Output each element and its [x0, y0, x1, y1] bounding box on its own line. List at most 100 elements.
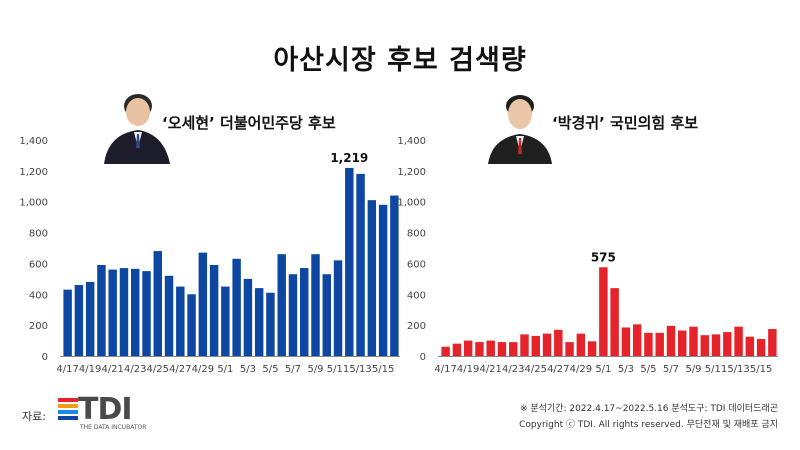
y-tick-label: 1,000: [397, 198, 426, 209]
bar: [187, 294, 196, 356]
peak-data-label: 575: [591, 250, 616, 264]
y-tick-label: 600: [407, 259, 426, 270]
bar: [74, 285, 84, 356]
bar: [97, 264, 106, 356]
candidate-label-left: ‘오세현’ 더불어민주당 후보: [162, 114, 336, 132]
bar: [378, 204, 388, 356]
bar: [254, 288, 264, 356]
bar: [142, 271, 151, 356]
y-tick-label: 600: [29, 259, 48, 270]
bar: [554, 329, 563, 356]
bar: [209, 264, 219, 356]
x-tick-label: 5/7: [663, 364, 679, 375]
bar: [542, 333, 552, 356]
bar: [745, 336, 755, 356]
candidate-photo-right: [488, 88, 552, 164]
bar: [243, 278, 253, 356]
x-tick-label: 4/29: [192, 364, 214, 375]
y-tick-label: 400: [29, 290, 48, 301]
bar: [232, 258, 241, 356]
x-tick-label: 4/19: [79, 364, 101, 375]
bar: [119, 268, 129, 356]
bar: [621, 327, 631, 356]
y-tick-label: 200: [29, 321, 48, 332]
bar: [367, 200, 377, 356]
tdi-logo: TDI THE DATA INCUBATOR: [58, 392, 158, 436]
y-tick-label: 1,000: [19, 198, 48, 209]
x-tick-label: 4/27: [547, 364, 569, 375]
x-tick-label: 4/21: [101, 364, 123, 375]
bar: [322, 274, 331, 356]
bar: [768, 329, 777, 356]
y-tick-label: 1,400: [19, 136, 48, 147]
bar: [85, 281, 95, 356]
bar: [756, 339, 766, 356]
bar: [277, 254, 286, 356]
x-tick-label: 4/29: [570, 364, 592, 375]
bar: [497, 342, 507, 356]
bar: [576, 333, 586, 356]
bar: [311, 254, 320, 356]
bar: [723, 332, 732, 356]
bar: [266, 292, 275, 356]
x-tick-label: 4/21: [479, 364, 501, 375]
candidate-label-right: ‘박경귀’ 국민의힘 후보: [552, 114, 699, 132]
bar: [666, 325, 676, 356]
x-tick-label: 4/19: [457, 364, 479, 375]
bar: [565, 342, 574, 356]
x-tick-label: 4/23: [502, 364, 524, 375]
bar: [486, 340, 495, 356]
x-tick-label: 4/25: [525, 364, 547, 375]
copyright-note: Copyright ⓒ TDI. All rights reserved. 무단…: [519, 420, 778, 430]
x-tick-label: 5/5: [640, 364, 656, 375]
x-tick-label: 5/15: [750, 364, 772, 375]
bar: [176, 286, 185, 356]
logo-subtitle: THE DATA INCUBATOR: [80, 424, 147, 431]
x-tick-label: 5/13: [727, 364, 749, 375]
bar: [356, 173, 365, 356]
x-tick-label: 5/13: [349, 364, 371, 375]
bar: [390, 195, 399, 356]
bar: [198, 252, 208, 356]
x-tick-label: 4/17: [434, 364, 456, 375]
bar: [689, 326, 698, 356]
bar: [711, 334, 721, 356]
bar: [441, 346, 450, 356]
bar: [655, 332, 664, 356]
x-tick-label: 5/3: [618, 364, 634, 375]
bar: [452, 343, 462, 356]
x-tick-label: 5/3: [240, 364, 256, 375]
bar: [63, 289, 72, 356]
bar: [678, 330, 687, 356]
candidate-photo-left: [92, 86, 170, 164]
x-tick-label: 5/11: [705, 364, 727, 375]
logo-text: TDI: [78, 392, 133, 427]
chart-title: 아산시장 후보 검색량: [273, 45, 527, 76]
source-label: 자료:: [22, 410, 46, 423]
x-tick-label: 4/25: [147, 364, 169, 375]
bar: [463, 340, 473, 356]
analysis-period-note: ※ 분석기간: 2022.4.17~2022.5.16 분석도구: TDI 데이…: [519, 404, 778, 414]
bar: [644, 332, 653, 356]
bar: [700, 335, 709, 356]
x-tick-label: 5/15: [372, 364, 394, 375]
x-tick-label: 5/1: [217, 364, 233, 375]
bar: [153, 251, 162, 356]
logo-bars-icon: [58, 398, 78, 424]
bar: [164, 275, 174, 356]
bar: [632, 324, 642, 356]
y-tick-label: 400: [407, 290, 426, 301]
bar: [108, 269, 117, 356]
bar: [221, 286, 230, 356]
bar: [531, 335, 540, 356]
y-tick-label: 1,200: [19, 167, 48, 178]
x-tick-label: 5/7: [285, 364, 301, 375]
x-tick-label: 5/1: [595, 364, 611, 375]
bar: [131, 268, 140, 356]
peak-data-label: 1,219: [330, 151, 368, 165]
bar: [288, 274, 298, 356]
x-tick-label: 5/9: [307, 364, 323, 375]
y-tick-label: 200: [407, 321, 426, 332]
x-tick-label: 4/17: [56, 364, 78, 375]
